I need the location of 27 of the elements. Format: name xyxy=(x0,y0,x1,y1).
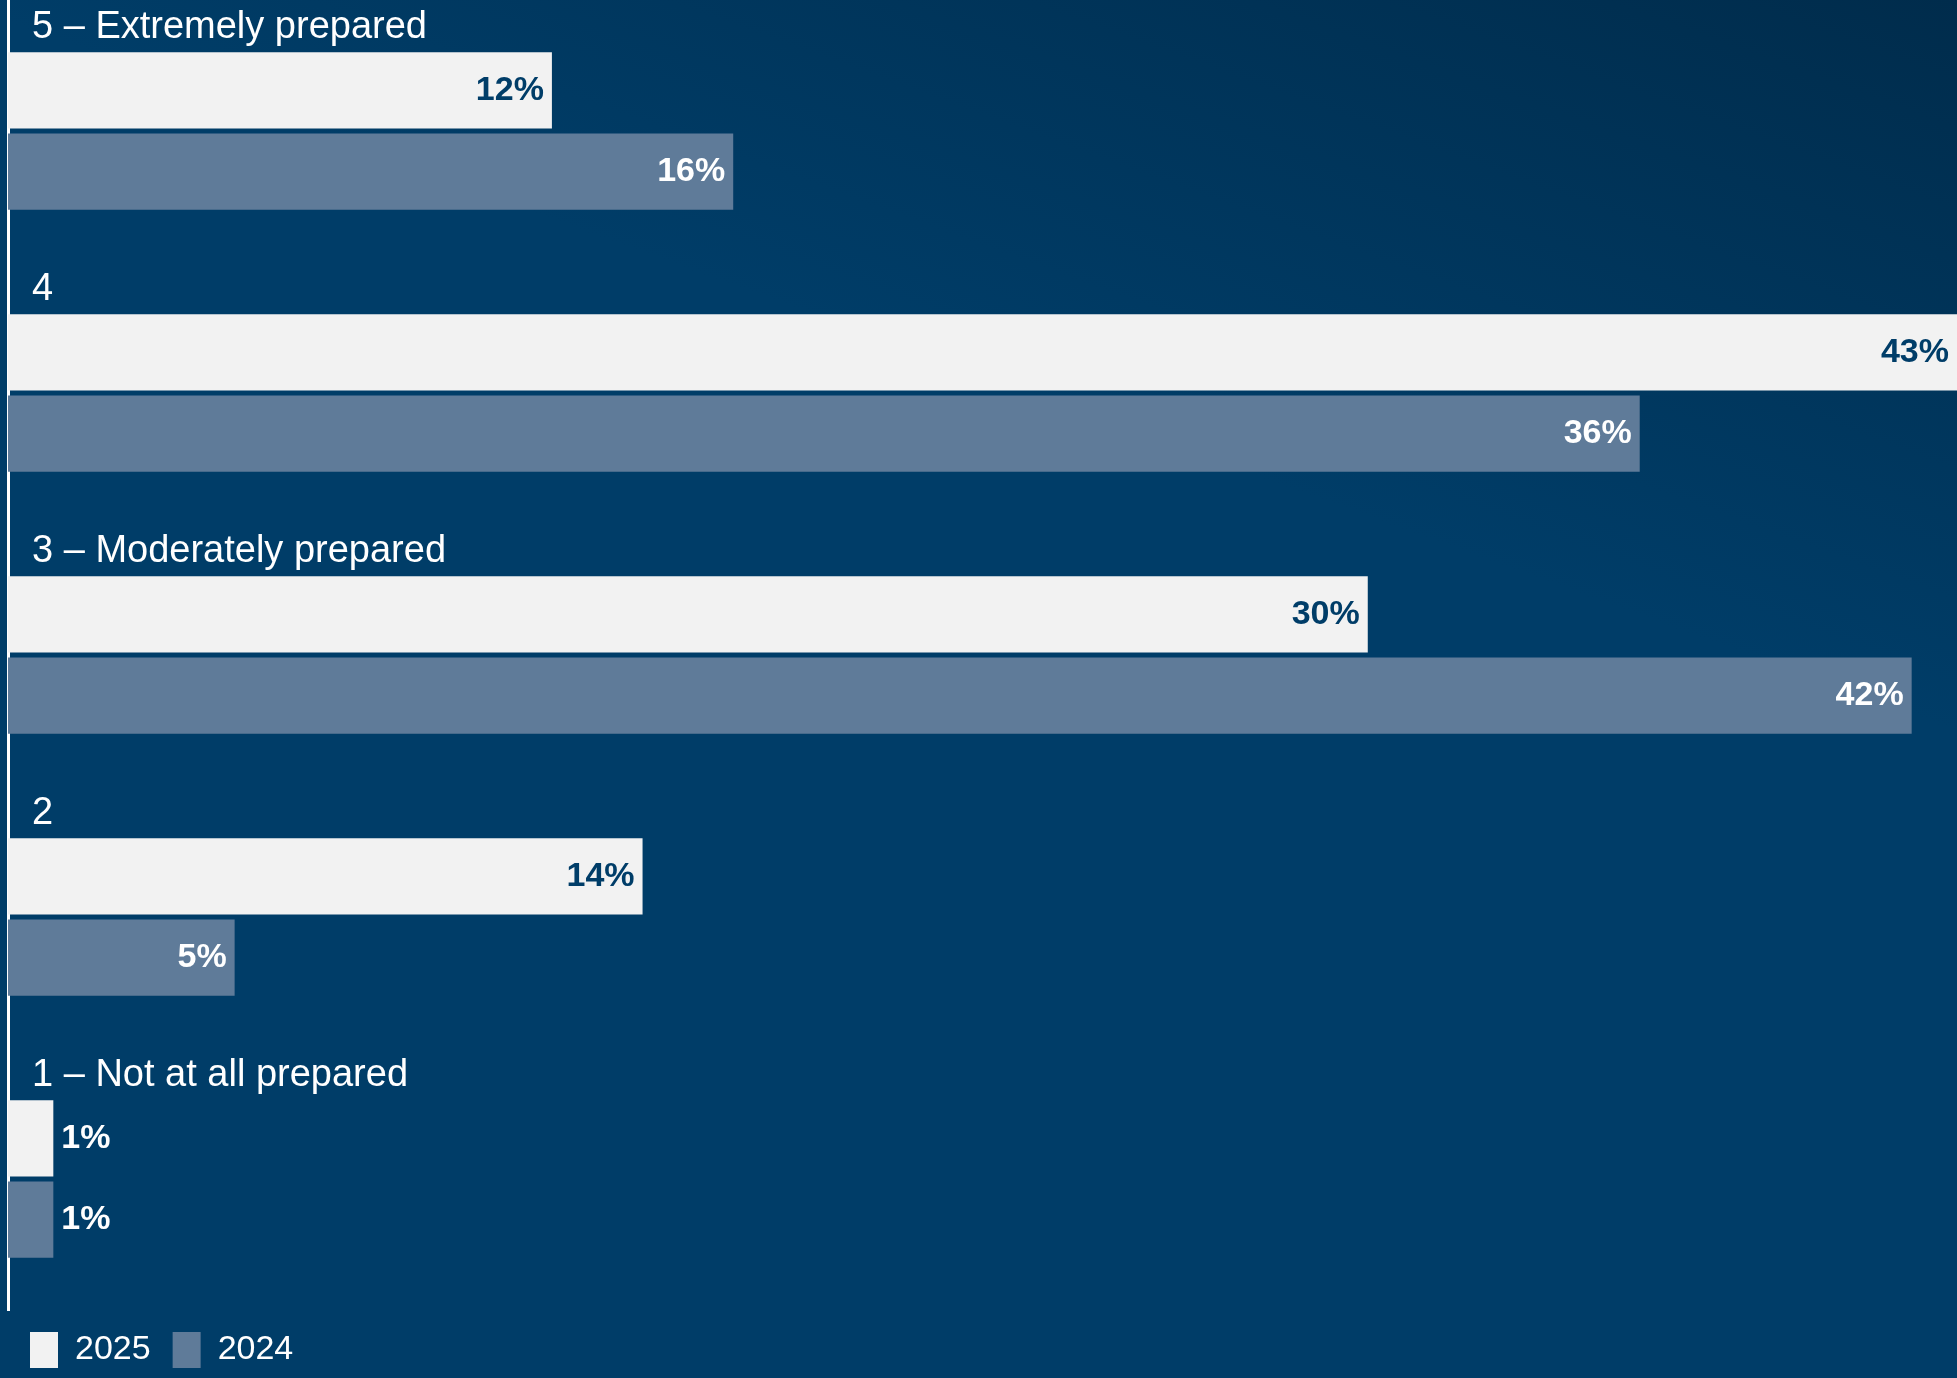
bar xyxy=(8,919,235,996)
y-tick-label: 1 – Not at all prepared xyxy=(32,1051,409,1094)
y-tick-label: 2 xyxy=(32,789,54,832)
bar xyxy=(8,1100,54,1177)
legend-label: 2024 xyxy=(217,1328,294,1367)
data-label: 5% xyxy=(177,935,227,974)
data-label: 16% xyxy=(657,149,726,188)
bar xyxy=(8,576,1368,653)
bar xyxy=(8,838,643,915)
data-label: 1% xyxy=(61,1197,111,1236)
legend-label: 2025 xyxy=(75,1328,151,1367)
bar xyxy=(8,314,1957,391)
data-label: 43% xyxy=(1880,330,1949,369)
bar xyxy=(8,1181,54,1258)
data-label: 12% xyxy=(475,68,544,107)
y-tick-label: 5 – Extremely prepared xyxy=(32,3,427,46)
data-label: 36% xyxy=(1563,411,1632,450)
bar xyxy=(8,657,1912,734)
y-tick-label: 4 xyxy=(32,265,54,308)
bar xyxy=(8,52,552,129)
bar xyxy=(8,395,1640,472)
bar xyxy=(8,133,734,210)
y-tick-label: 3 – Moderately prepared xyxy=(32,527,447,570)
data-label: 1% xyxy=(61,1116,111,1155)
data-label: 30% xyxy=(1291,592,1360,631)
data-label: 14% xyxy=(566,854,635,893)
data-label: 42% xyxy=(1835,673,1904,712)
